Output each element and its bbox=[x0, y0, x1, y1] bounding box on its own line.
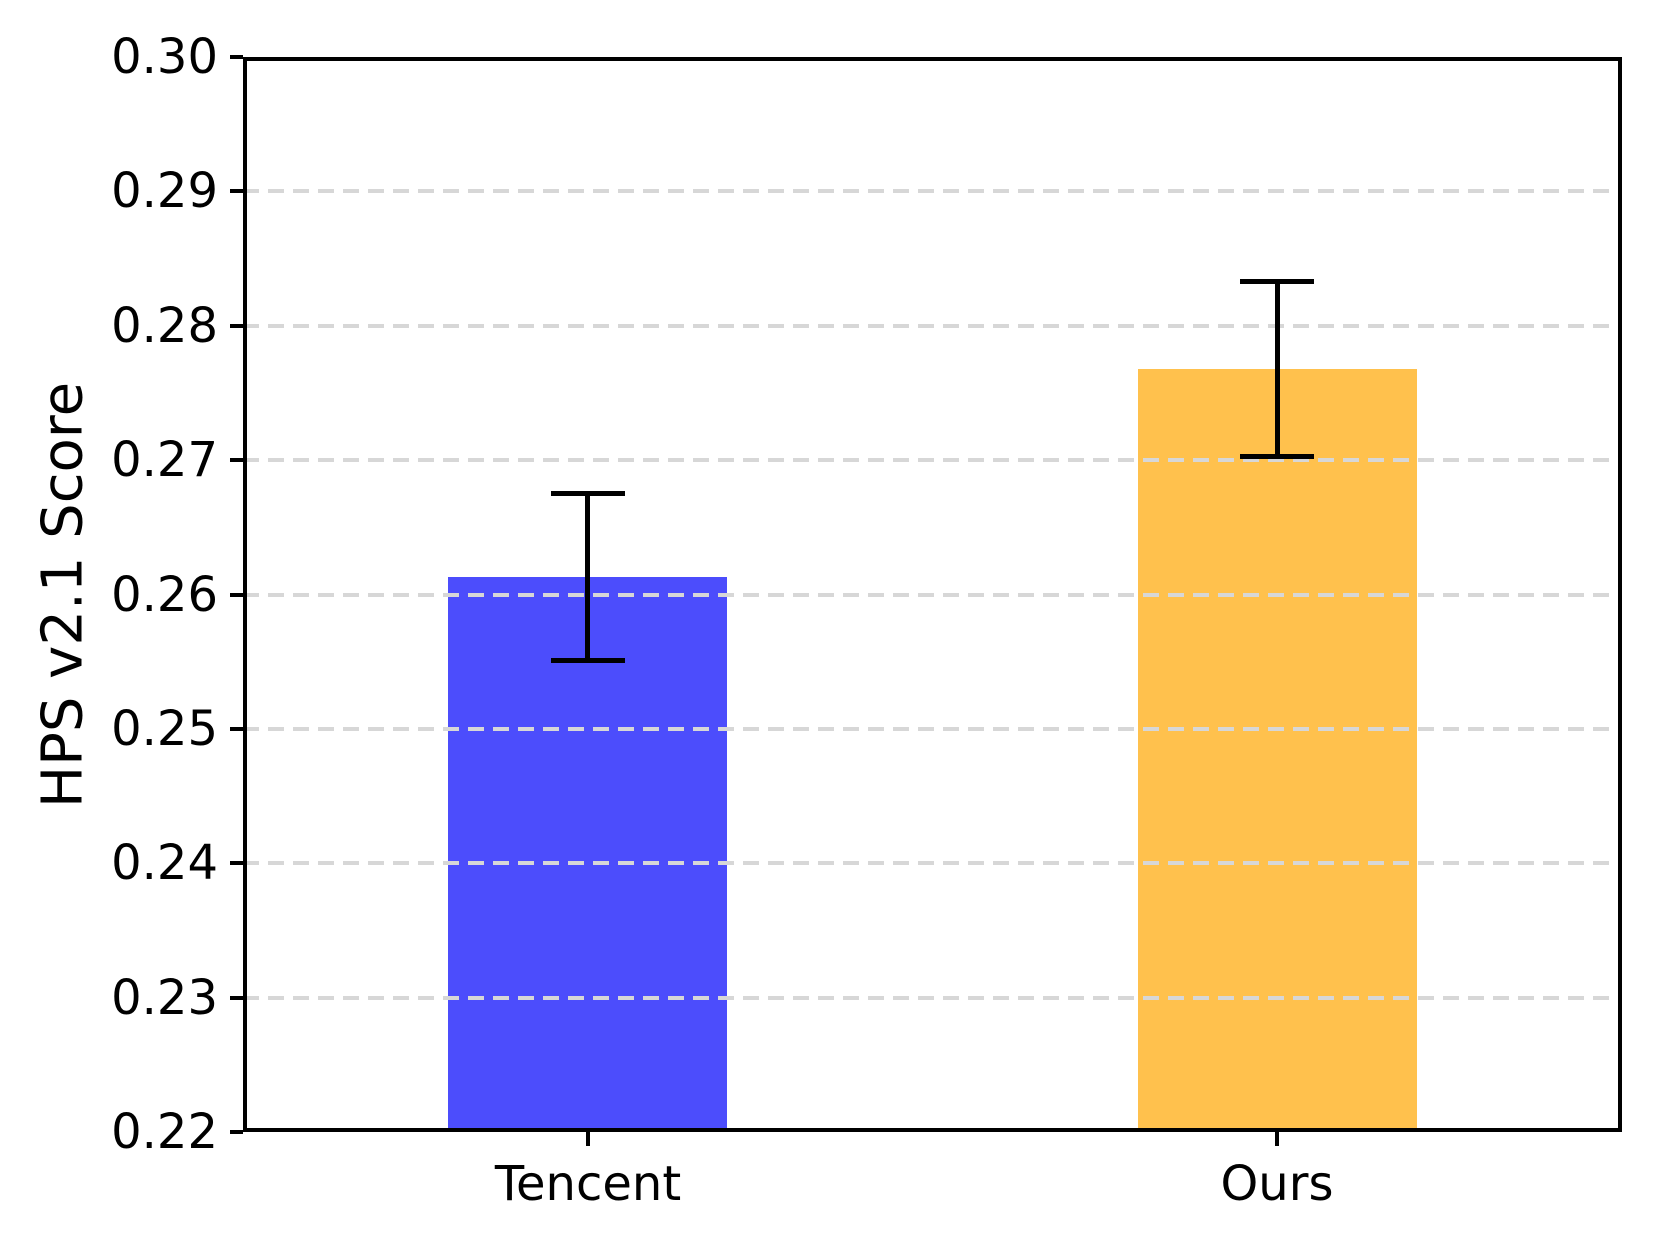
top-spine bbox=[243, 57, 1622, 61]
error-bar-cap-bottom-tencent bbox=[551, 657, 625, 663]
plot-area bbox=[243, 57, 1622, 1132]
y-tick bbox=[230, 995, 243, 1000]
bar-ours bbox=[1138, 368, 1417, 1132]
y-tick bbox=[230, 189, 243, 194]
gridline bbox=[243, 995, 1622, 1000]
y-tick-label: 0.24 bbox=[111, 835, 218, 892]
x-tick-ours bbox=[1275, 1132, 1279, 1146]
gridline bbox=[243, 189, 1622, 194]
error-bar-ours bbox=[1275, 281, 1280, 457]
y-tick-label: 0.25 bbox=[111, 700, 218, 757]
y-tick-label: 0.30 bbox=[111, 29, 218, 85]
gridline bbox=[243, 592, 1622, 597]
bar-tencent bbox=[448, 577, 727, 1132]
y-tick-label: 0.22 bbox=[111, 1104, 218, 1160]
y-tick bbox=[230, 55, 243, 59]
gridline bbox=[243, 726, 1622, 731]
bottom-spine bbox=[243, 1128, 1622, 1132]
y-tick bbox=[230, 726, 243, 731]
gridline bbox=[243, 861, 1622, 866]
y-tick-label: 0.23 bbox=[111, 969, 218, 1026]
y-tick-label: 0.26 bbox=[111, 566, 218, 623]
y-tick-label: 0.29 bbox=[111, 163, 218, 220]
y-tick bbox=[230, 323, 243, 328]
x-axis-label-tencent: Tencent bbox=[494, 1156, 682, 1212]
error-bar-cap-top-ours bbox=[1240, 278, 1314, 284]
gridline bbox=[243, 458, 1622, 463]
y-tick-label: 0.27 bbox=[111, 432, 218, 489]
y-tick-label: 0.28 bbox=[111, 297, 218, 354]
error-bar-cap-bottom-ours bbox=[1240, 453, 1314, 459]
y-tick bbox=[230, 592, 243, 597]
y-tick bbox=[230, 458, 243, 463]
x-axis-label-ours: Ours bbox=[1220, 1156, 1334, 1212]
left-spine bbox=[243, 57, 247, 1132]
error-bar-cap-top-tencent bbox=[551, 491, 625, 497]
y-tick bbox=[230, 1130, 243, 1134]
x-tick-tencent bbox=[586, 1132, 590, 1146]
gridline bbox=[243, 323, 1622, 328]
y-tick bbox=[230, 861, 243, 866]
error-bar-tencent bbox=[585, 493, 590, 661]
right-spine bbox=[1618, 57, 1622, 1132]
